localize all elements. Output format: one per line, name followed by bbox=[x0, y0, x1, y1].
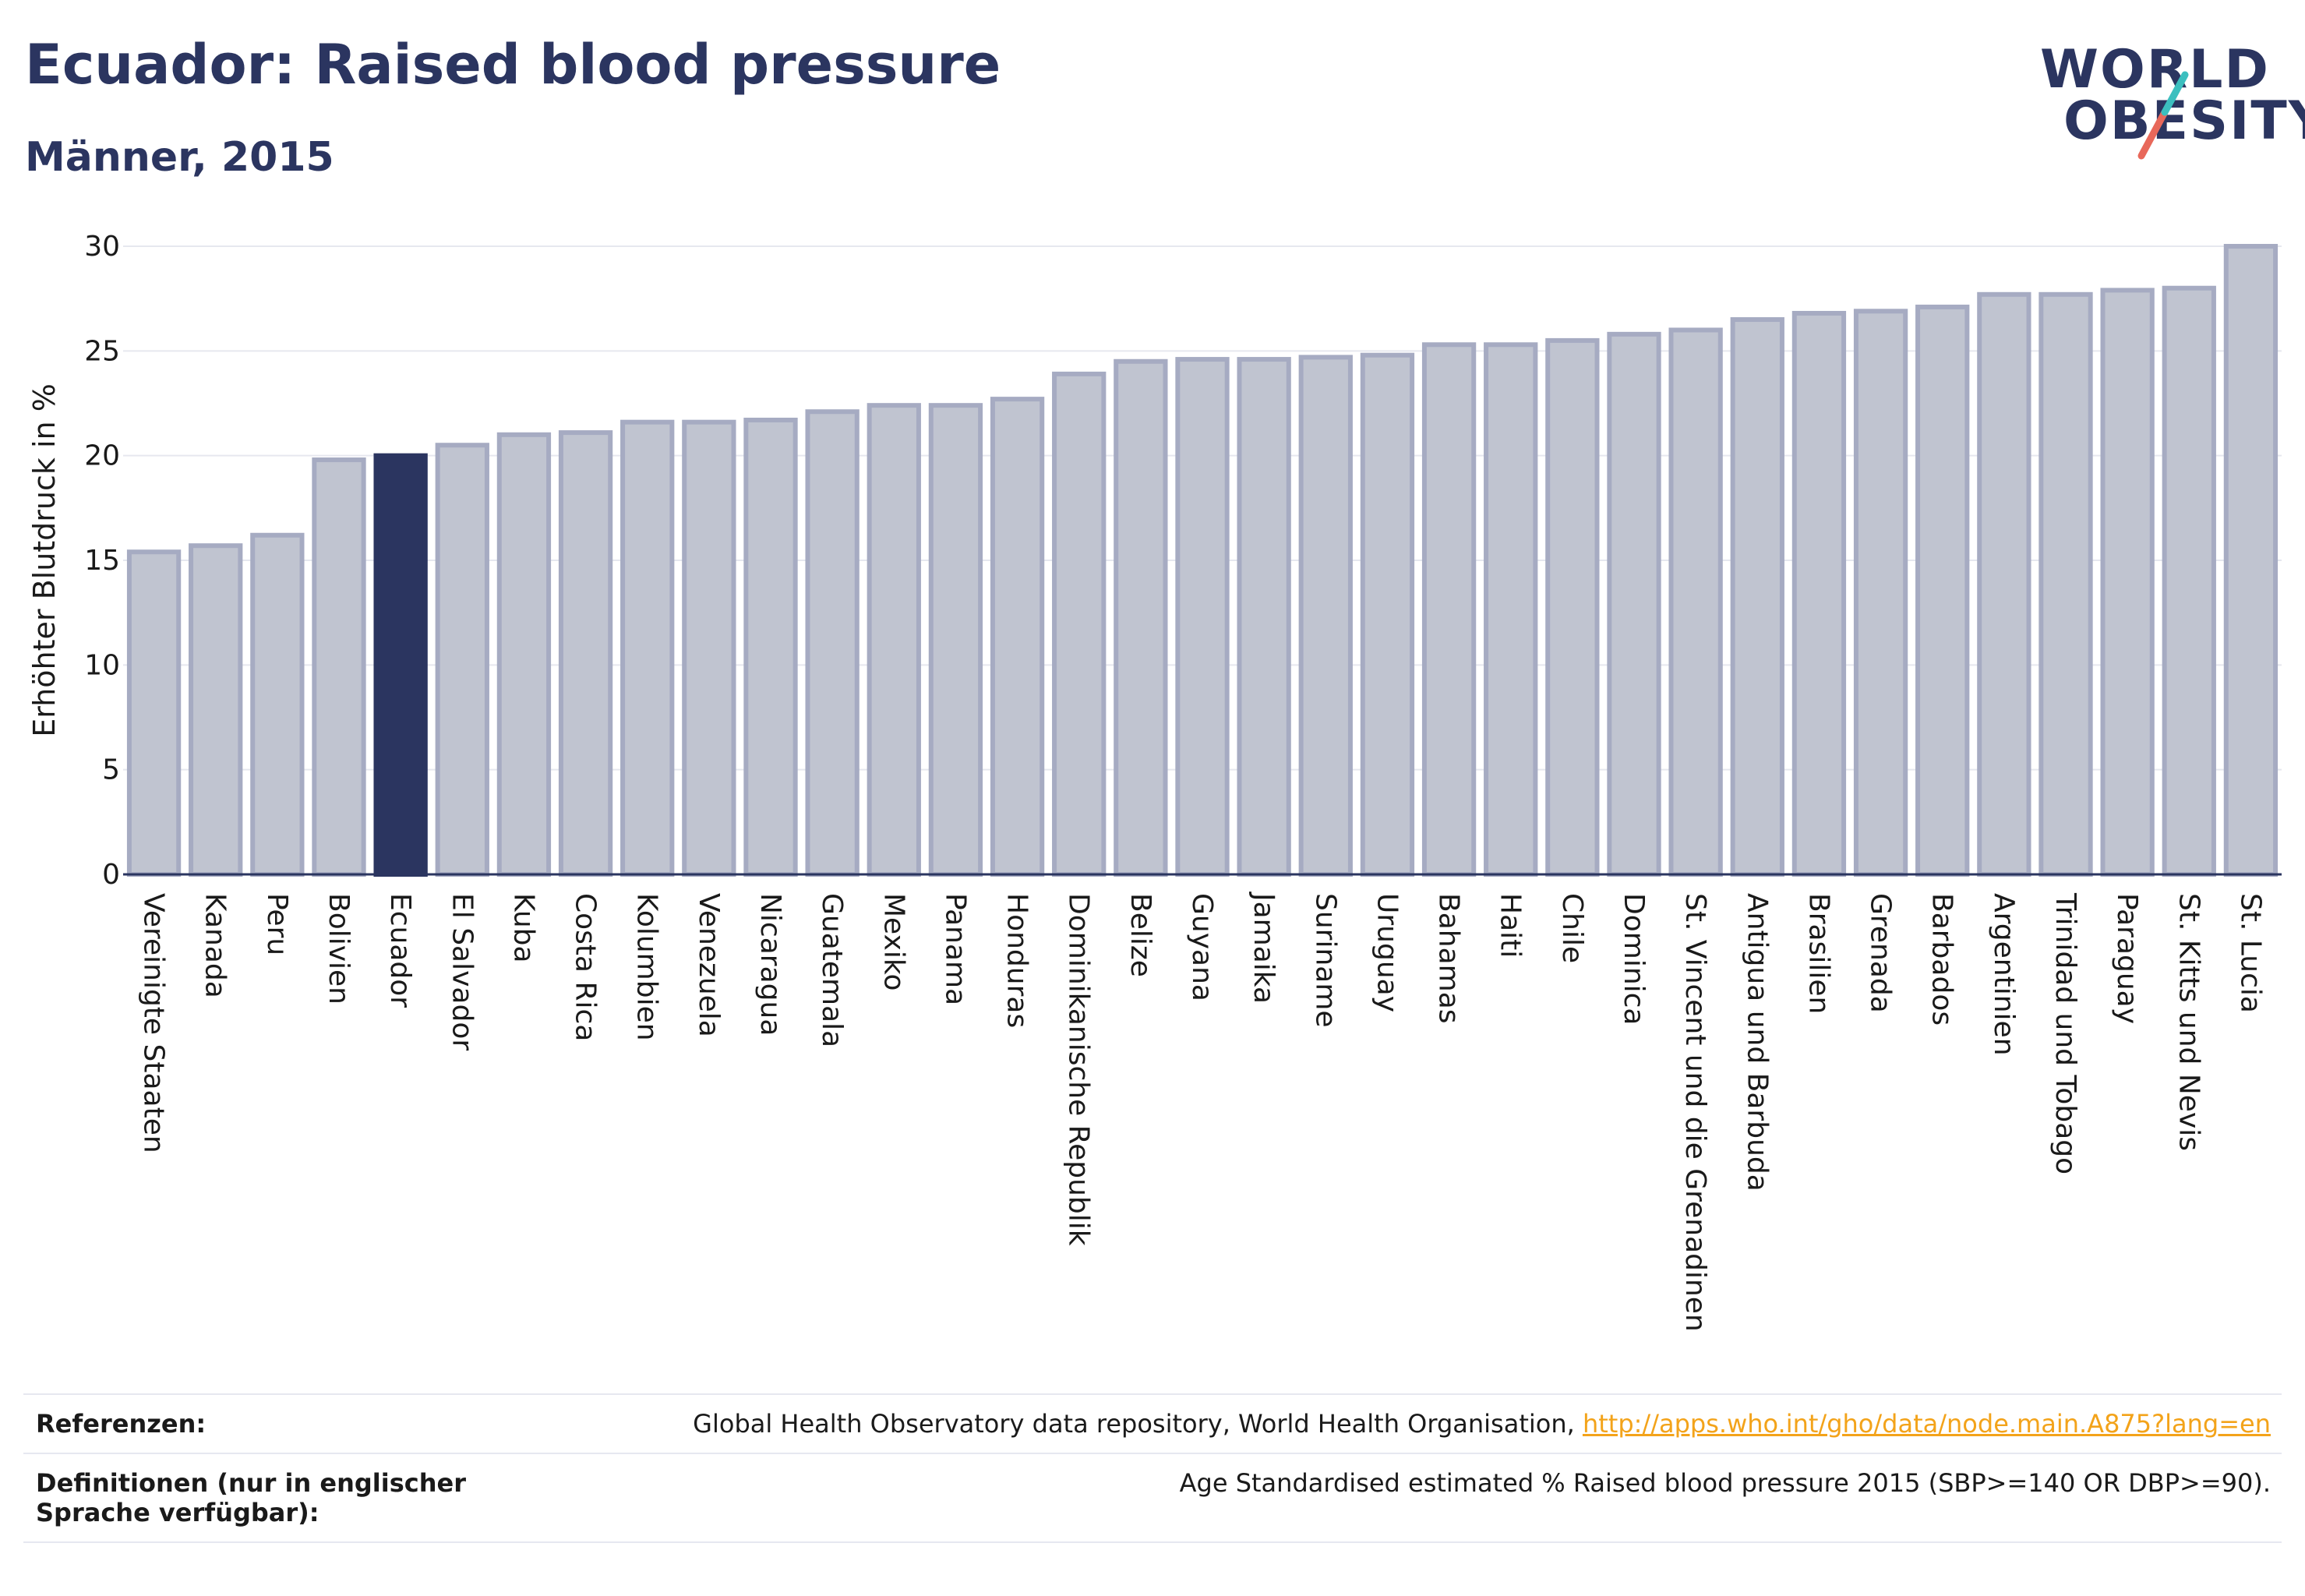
references-label: Referenzen: bbox=[36, 1409, 206, 1439]
bar bbox=[435, 443, 489, 877]
x-tick-label: Costa Rica bbox=[570, 893, 602, 1041]
x-tick-label: Ecuador bbox=[384, 893, 416, 1008]
x-tick-label: Haiti bbox=[1495, 893, 1527, 958]
chart-subtitle: Männer, 2015 bbox=[25, 134, 334, 181]
x-tick-label: Brasilien bbox=[1802, 893, 1834, 1014]
logo-line-1: WORLD bbox=[2040, 39, 2270, 101]
references-value: Global Health Observatory data repositor… bbox=[693, 1409, 2271, 1439]
bar bbox=[2100, 288, 2155, 877]
x-tick-label: Trinidad und Tobago bbox=[2049, 892, 2081, 1174]
logo-slash-icon bbox=[2137, 71, 2189, 160]
world-obesity-logo: WORLD OBESITY bbox=[2026, 31, 2305, 164]
x-tick-label: Vereinigte Staaten bbox=[138, 893, 170, 1153]
bar bbox=[2038, 291, 2093, 877]
references-text: Global Health Observatory data repositor… bbox=[693, 1409, 1583, 1439]
bar bbox=[620, 419, 675, 877]
bar bbox=[496, 432, 552, 877]
y-axis-title: Erhöhter Blutdruck in % bbox=[27, 383, 62, 737]
x-tick-label: Guatemala bbox=[816, 893, 848, 1047]
y-tick-label: 15 bbox=[84, 545, 120, 577]
bar bbox=[928, 403, 983, 877]
y-tick-label: 0 bbox=[102, 859, 120, 891]
x-tick-label: St. Lucia bbox=[2234, 893, 2266, 1013]
bar bbox=[1977, 291, 2031, 877]
x-tick-label: Argentinien bbox=[1988, 893, 2020, 1056]
x-tick-label: Jamaika bbox=[1248, 892, 1280, 1004]
x-tick-label: Dominica bbox=[1618, 893, 1650, 1026]
bar bbox=[743, 417, 798, 877]
x-tick-label: Bolivien bbox=[323, 893, 355, 1005]
x-tick-label: Dominikanische Republik bbox=[1063, 893, 1095, 1246]
y-tick-label: 5 bbox=[102, 754, 120, 786]
x-tick-label: Nicaragua bbox=[754, 893, 786, 1036]
x-tick-label: Bahamas bbox=[1433, 893, 1465, 1024]
x-tick-label: Grenada bbox=[1865, 893, 1897, 1013]
x-tick-label: St. Kitts und Nevis bbox=[2173, 893, 2204, 1151]
x-tick-label: Kanada bbox=[199, 893, 231, 998]
x-tick-label: Belize bbox=[1124, 893, 1156, 977]
y-tick-label: 20 bbox=[84, 440, 120, 472]
bar bbox=[1237, 357, 1291, 877]
chart-title: Ecuador: Raised blood pressure bbox=[25, 33, 1001, 97]
footer-table: Referenzen: Global Health Observatory da… bbox=[23, 1393, 2282, 1543]
definitions-value: Age Standardised estimated % Raised bloo… bbox=[1179, 1468, 2271, 1498]
bar bbox=[1607, 331, 1661, 877]
y-tick-label: 10 bbox=[84, 649, 120, 681]
bar-chart: 0 5 10 15 20 25 30 Erhöhter Blutdruck in % Verei… bbox=[27, 231, 2282, 1332]
x-tick-label: Chile bbox=[1556, 893, 1588, 963]
x-tick-label: Mexiko bbox=[877, 893, 909, 990]
bar bbox=[1484, 342, 1538, 877]
y-tick-label: 30 bbox=[84, 231, 120, 263]
bar bbox=[312, 457, 366, 877]
bar bbox=[1545, 337, 1600, 877]
bar bbox=[805, 409, 860, 877]
x-tick-label: Suriname bbox=[1309, 893, 1341, 1028]
x-tick-label: Paraguay bbox=[2111, 893, 2143, 1024]
x-tick-label: Panama bbox=[939, 893, 971, 1005]
bar bbox=[1421, 342, 1477, 877]
bar-highlighted bbox=[373, 453, 428, 877]
bar bbox=[126, 549, 182, 877]
bar bbox=[1298, 355, 1353, 877]
bar bbox=[1175, 357, 1230, 877]
logo-line-2: OBESITY bbox=[2063, 90, 2305, 152]
x-tick-label: Guyana bbox=[1186, 893, 1218, 1001]
x-tick-label: Kuba bbox=[507, 893, 539, 963]
bar bbox=[189, 543, 243, 877]
bar bbox=[1915, 304, 1970, 877]
definitions-row: Definitionen (nur in englischer Sprache … bbox=[23, 1453, 2282, 1543]
x-tick-label: Uruguay bbox=[1371, 893, 1403, 1012]
x-tick-label: Honduras bbox=[1001, 893, 1033, 1028]
bar bbox=[1853, 309, 1908, 877]
x-tick-label: Antigua und Barbuda bbox=[1741, 893, 1773, 1192]
bar bbox=[1360, 352, 1415, 877]
bar bbox=[682, 419, 736, 877]
definitions-label: Definitionen (nur in englischer Sprache … bbox=[36, 1468, 466, 1527]
x-tick-label: Kolumbien bbox=[631, 893, 663, 1041]
bar bbox=[1668, 327, 1723, 877]
references-link[interactable]: http://apps.who.int/gho/data/node.main.A… bbox=[1582, 1409, 2271, 1439]
bar bbox=[250, 532, 305, 877]
x-tick-label: Venezuela bbox=[693, 893, 725, 1037]
bar bbox=[2223, 244, 2279, 877]
bar bbox=[2162, 285, 2216, 877]
references-row: Referenzen: Global Health Observatory da… bbox=[23, 1393, 2282, 1453]
x-tick-label: Peru bbox=[261, 893, 293, 955]
x-tick-label: St. Vincent und die Grenadinen bbox=[1679, 893, 1711, 1332]
bar bbox=[558, 430, 613, 877]
x-tick-label: Barbados bbox=[1926, 893, 1958, 1026]
y-tick-label: 25 bbox=[84, 335, 120, 367]
bar bbox=[990, 397, 1045, 877]
x-tick-label: El Salvador bbox=[446, 893, 478, 1050]
bar bbox=[1114, 358, 1168, 877]
bar bbox=[867, 403, 921, 877]
bar bbox=[1730, 317, 1784, 877]
bar bbox=[1791, 310, 1847, 877]
bar bbox=[1052, 371, 1107, 877]
